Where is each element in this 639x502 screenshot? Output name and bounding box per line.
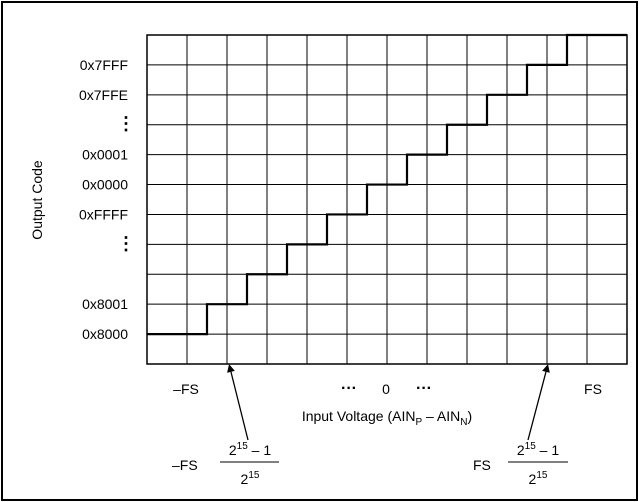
transfer-step-line <box>147 33 627 336</box>
x-tick-pos-fs: FS <box>584 381 602 397</box>
y-tick-label: 0x8001 <box>82 296 128 312</box>
y-tick-ellipsis: ⋮ <box>117 233 135 253</box>
y-tick-label: 0x7FFF <box>80 57 128 73</box>
annotation-pos-fs-prefix: FS <box>473 457 491 473</box>
annotation-neg-fs-numerator: 215 – 1 <box>229 441 271 458</box>
y-tick-label: 0x8000 <box>82 326 128 342</box>
x-tick-neg-fs: –FS <box>173 381 199 397</box>
x-tick-dots-left: ··· <box>341 380 357 397</box>
y-tick-label: 0x0001 <box>82 147 128 163</box>
annotation-pos-fs-denominator: 215 <box>529 470 548 487</box>
transfer-step-line-group <box>147 33 627 336</box>
annotation-neg-fs-denominator: 215 <box>241 470 260 487</box>
x-tick-zero: 0 <box>382 381 390 397</box>
y-tick-label: 0x0000 <box>82 177 128 193</box>
arrow-pos-fs-annotation <box>527 364 550 441</box>
y-tick-label: 0xFFFF <box>79 206 128 222</box>
x-tick-dots-right: ··· <box>416 380 432 397</box>
annotation-neg-fs-fraction: –FS 215 – 1 215 <box>172 441 279 487</box>
y-tick-ellipsis: ⋮ <box>117 114 135 134</box>
plot-frame <box>146 34 628 365</box>
annotation-pos-fs-numerator: 215 – 1 <box>517 441 559 458</box>
annotation-pos-fs-fraction: FS 215 – 1 215 <box>473 441 568 487</box>
arrow-neg-fs-annotation <box>227 364 249 441</box>
y-axis-label: Output Code <box>29 160 45 240</box>
y-tick-label: 0x7FFE <box>79 87 128 103</box>
annotation-neg-fs-prefix: –FS <box>172 457 198 473</box>
y-tick-labels: 0x7FFF 0x7FFE ⋮ 0x0001 0x0000 0xFFFF ⋮ 0x8001 0x… <box>79 57 135 342</box>
x-axis-label: Input Voltage (AINP – AINN) <box>302 408 472 428</box>
plot-grid <box>147 35 627 364</box>
